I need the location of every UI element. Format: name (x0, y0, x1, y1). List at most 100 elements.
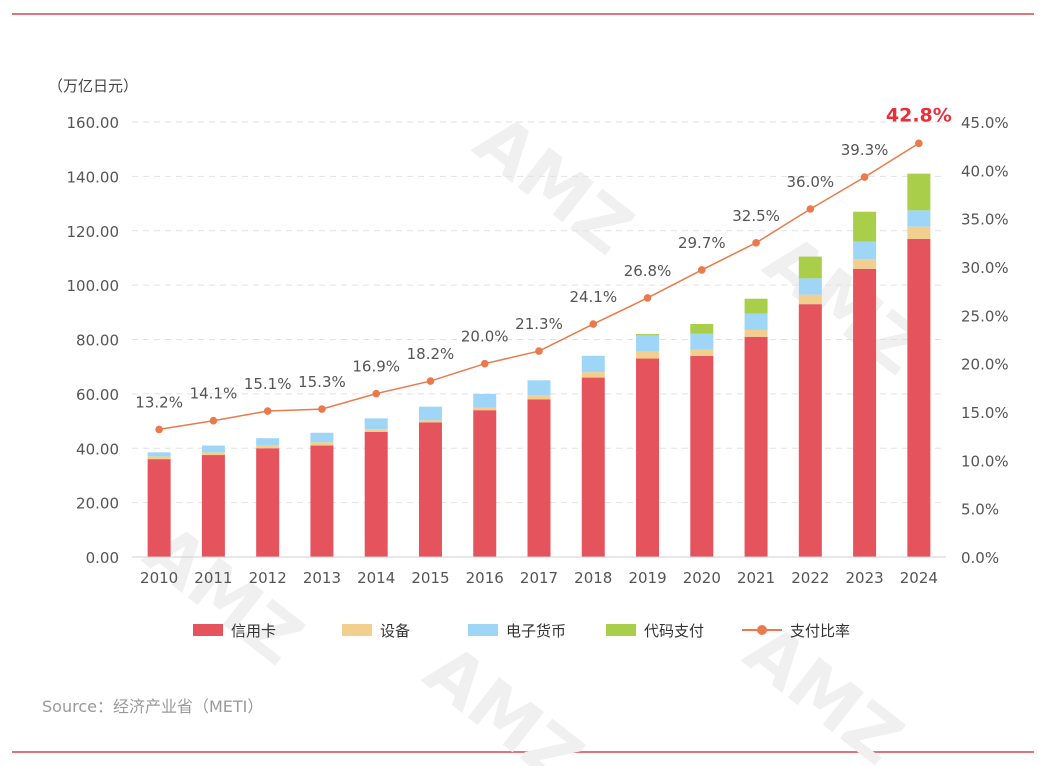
bar-segment (147, 459, 171, 557)
x-tick-label: 2017 (520, 569, 558, 587)
bar-segment (636, 334, 660, 336)
ratio-data-label: 29.7% (678, 234, 726, 252)
bar-segment (907, 210, 931, 227)
y-right-tick-label: 40.0% (961, 162, 1009, 180)
bar-segment (527, 380, 551, 396)
y-right-tick-label: 10.0% (961, 452, 1009, 470)
bar-segment (527, 399, 551, 557)
watermark-text: AMZ (410, 629, 598, 766)
bar-segment (147, 456, 171, 460)
x-tick-label: 2020 (683, 569, 721, 587)
y-left-tick-label: 20.00 (76, 495, 119, 513)
ratio-point (535, 347, 543, 355)
bar-segment (636, 335, 660, 352)
source-note: Source：经济产业省（METI） (42, 697, 264, 716)
watermark-text: AMZ (460, 99, 648, 271)
y-unit-label: （万亿日元） (48, 77, 138, 95)
legend-swatch (606, 624, 636, 636)
ratio-point (589, 320, 598, 328)
bar-segment (798, 294, 822, 305)
bar-segment (473, 410, 497, 557)
ratio-data-label: 24.1% (569, 288, 617, 306)
bar-segment (636, 351, 660, 359)
y-right-tick-label: 30.0% (961, 259, 1009, 277)
x-tick-label: 2018 (574, 569, 612, 587)
ratio-data-label: 20.0% (461, 328, 509, 346)
ratio-data-label: 26.8% (624, 262, 672, 280)
bar-segment (201, 445, 225, 453)
ratio-data-label: 15.3% (298, 373, 346, 391)
ratio-data-label: 15.1% (244, 375, 292, 393)
y-right-tick-label: 20.0% (961, 356, 1009, 374)
x-tick-label: 2013 (303, 569, 341, 587)
ratio-data-label: 14.1% (190, 385, 238, 403)
legend-swatch (342, 624, 372, 636)
bottom-border (12, 751, 1034, 753)
bar-segment (581, 372, 605, 378)
x-tick-label: 2014 (357, 569, 395, 587)
bar-segment (256, 448, 280, 557)
x-tick-label: 2024 (900, 569, 938, 587)
bar-segment (581, 355, 605, 373)
ratio-point (372, 389, 381, 398)
y-right-tick-label: 15.0% (961, 404, 1009, 422)
ratio-data-label: 18.2% (407, 345, 455, 363)
ratio-point (263, 407, 272, 415)
bar-segment (690, 324, 714, 334)
bar-segment (798, 278, 822, 295)
bar-segment (473, 407, 497, 411)
axes: 0.00 20.00 40.00 60.00 80.00 100.00 120.00 140.… (48, 77, 1009, 587)
bar-segment (744, 336, 768, 557)
ratio-data-label: 32.5% (732, 207, 780, 225)
bars (147, 173, 931, 557)
y-right-tick-label: 5.0% (961, 501, 999, 519)
legend-swatch (468, 624, 498, 636)
ratio-data-label: 13.2% (135, 393, 183, 411)
bar-segment (853, 268, 877, 557)
ratio-point (806, 205, 815, 213)
x-tick-label: 2010 (140, 569, 178, 587)
bar-segment (853, 211, 877, 242)
legend-marker (757, 625, 767, 635)
ratio-data-label: 39.3% (841, 141, 889, 159)
bar-segment (690, 333, 714, 350)
legend: 信用卡 设备 电子货币 代码支付 支付比率 (193, 622, 850, 640)
x-tick-label: 2023 (846, 569, 884, 587)
x-tick-label: 2019 (628, 569, 666, 587)
x-tick-label: 2016 (466, 569, 504, 587)
bar-segment (201, 452, 225, 456)
ratio-point (209, 416, 218, 425)
y-right-tick-label: 25.0% (961, 307, 1009, 325)
x-tick-label: 2021 (737, 569, 775, 587)
bar-segment (907, 238, 931, 557)
bar-segment (907, 173, 931, 211)
legend-label: 支付比率 (790, 622, 850, 640)
bar-segment (310, 442, 334, 446)
x-tick-label: 2015 (411, 569, 449, 587)
y-right-tick-label: 0.0% (961, 549, 999, 567)
bar-segment (744, 329, 768, 337)
bar-segment (636, 358, 660, 557)
bar-segment (310, 432, 334, 443)
bar-segment (853, 259, 877, 269)
ratio-data-label: 42.8% (886, 104, 952, 126)
top-border (12, 13, 1034, 15)
y-right-tick-label: 45.0% (961, 114, 1009, 132)
bar-segment (418, 422, 442, 557)
ratio-data-label: 16.9% (352, 358, 400, 376)
legend-label: 电子货币 (506, 622, 566, 640)
legend-label: 代码支付 (644, 622, 704, 640)
bar-segment (418, 420, 442, 423)
legend-swatch (193, 624, 223, 636)
bar-segment (690, 349, 714, 356)
ratio-data-label: 36.0% (787, 173, 835, 191)
ratio-data-label: 21.3% (515, 315, 563, 333)
y-left-tick-label: 60.00 (76, 386, 119, 404)
y-left-tick-label: 0.00 (86, 549, 119, 567)
bar-segment (364, 418, 388, 430)
bar-segment (473, 393, 497, 408)
bar-segment (853, 241, 877, 260)
bar-segment (581, 377, 605, 557)
bar-segment (364, 429, 388, 432)
y-left-tick-label: 140.00 (67, 168, 120, 186)
